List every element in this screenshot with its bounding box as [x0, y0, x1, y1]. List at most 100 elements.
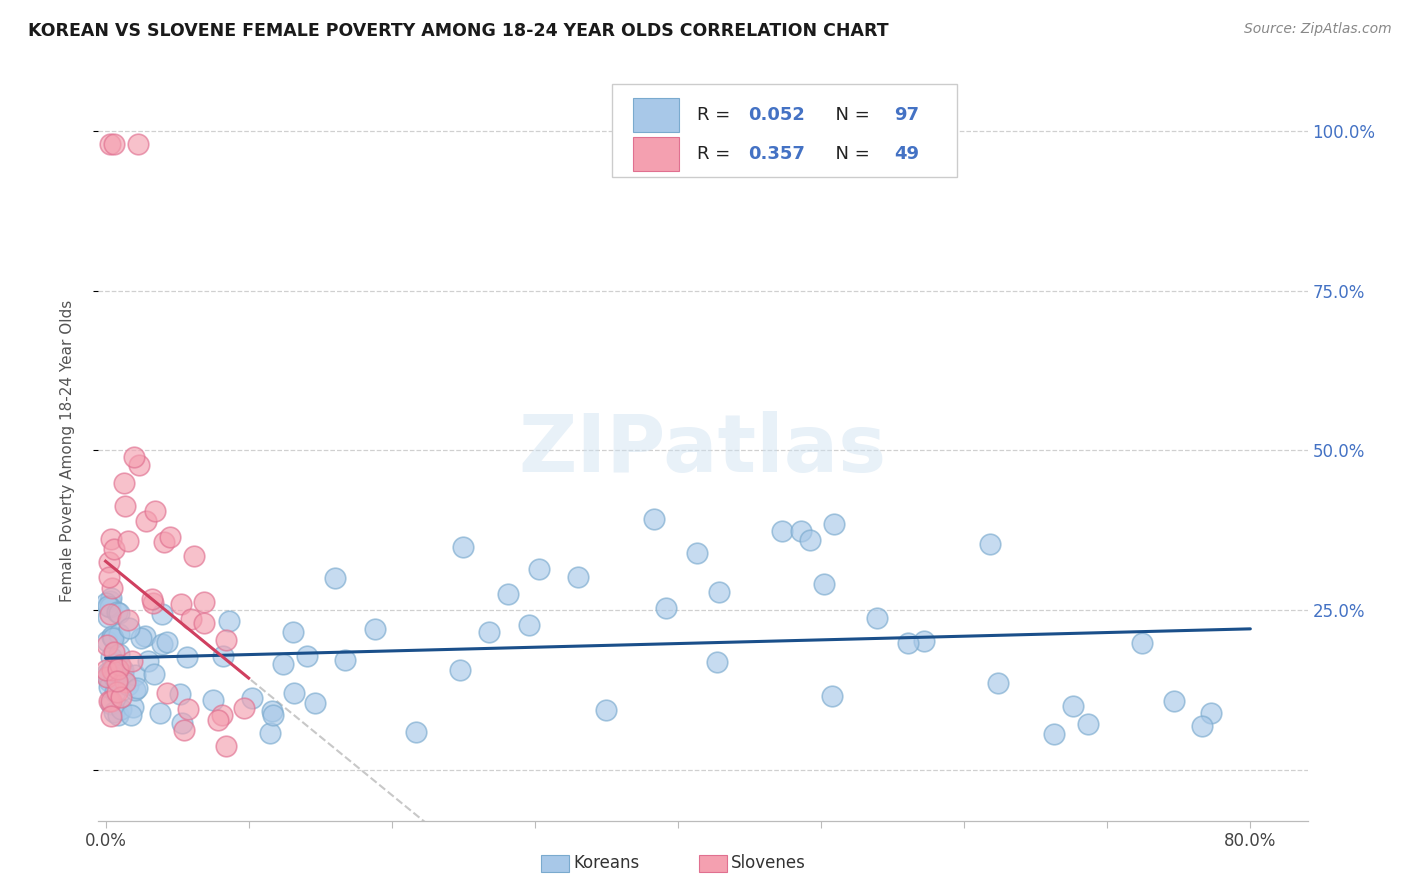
Point	[149, 706, 172, 721]
Point	[283, 686, 305, 700]
Point	[125, 681, 148, 696]
Point	[122, 450, 145, 464]
Point	[96, 634, 118, 648]
Point	[98, 607, 121, 621]
Point	[912, 634, 935, 648]
Y-axis label: Female Poverty Among 18-24 Year Olds: Female Poverty Among 18-24 Year Olds	[60, 300, 75, 601]
Point	[143, 503, 166, 517]
Point	[96, 670, 118, 684]
Text: Source: ZipAtlas.com: Source: ZipAtlas.com	[1244, 22, 1392, 37]
Point	[101, 663, 124, 677]
Point	[103, 137, 125, 152]
Point	[143, 667, 166, 681]
Point	[1077, 716, 1099, 731]
Text: R =: R =	[697, 145, 735, 163]
Point	[240, 690, 263, 705]
Point	[478, 625, 501, 640]
Point	[172, 716, 194, 731]
Point	[156, 686, 179, 700]
Point	[333, 653, 356, 667]
Point	[97, 599, 120, 614]
Point	[114, 675, 136, 690]
Point	[105, 685, 128, 699]
Point	[1062, 699, 1084, 714]
Point	[96, 665, 118, 680]
Text: N =: N =	[824, 106, 876, 124]
Point	[96, 638, 118, 652]
Point	[259, 726, 281, 740]
Point	[159, 531, 181, 545]
Point	[100, 533, 122, 547]
Text: 49: 49	[894, 145, 920, 163]
Point	[98, 137, 121, 152]
Point	[207, 714, 229, 728]
Point	[295, 648, 318, 663]
Point	[141, 592, 163, 607]
Point	[136, 654, 159, 668]
Point	[153, 534, 176, 549]
Point	[813, 577, 835, 591]
Point	[496, 587, 519, 601]
Point	[595, 703, 617, 717]
Point	[100, 591, 122, 605]
Point	[117, 613, 139, 627]
Point	[104, 684, 127, 698]
Point	[150, 637, 173, 651]
Text: R =: R =	[697, 106, 735, 124]
Point	[193, 595, 215, 609]
Point	[103, 645, 125, 659]
Point	[101, 630, 124, 644]
Point	[709, 584, 731, 599]
Point	[98, 674, 121, 689]
Point	[108, 627, 131, 641]
Point	[101, 581, 124, 595]
Point	[170, 597, 193, 611]
Point	[517, 617, 540, 632]
Point	[114, 500, 136, 514]
Point	[156, 635, 179, 649]
Point	[105, 605, 128, 619]
Point	[193, 615, 215, 630]
Point	[103, 659, 125, 673]
Point	[173, 723, 195, 738]
Point	[117, 534, 139, 549]
Point	[108, 606, 131, 620]
Point	[823, 516, 845, 531]
Point	[117, 678, 139, 692]
Point	[100, 694, 122, 708]
FancyBboxPatch shape	[613, 84, 957, 177]
Point	[685, 545, 707, 559]
Point	[364, 622, 387, 636]
Point	[118, 621, 141, 635]
Point	[103, 705, 125, 719]
Point	[97, 570, 120, 584]
Point	[323, 571, 346, 585]
Point	[124, 668, 146, 682]
Point	[211, 708, 233, 723]
Point	[124, 683, 146, 698]
Point	[127, 137, 149, 152]
Point	[110, 690, 132, 705]
Point	[103, 631, 125, 645]
Point	[135, 514, 157, 528]
Text: 0.357: 0.357	[748, 145, 804, 163]
Point	[1043, 727, 1066, 741]
Point	[233, 700, 256, 714]
Point	[169, 687, 191, 701]
Point	[979, 537, 1001, 551]
Point	[128, 458, 150, 473]
Text: 0.052: 0.052	[748, 106, 804, 124]
Point	[271, 657, 294, 672]
FancyBboxPatch shape	[633, 98, 679, 132]
Point	[97, 670, 120, 684]
Point	[100, 709, 122, 723]
Point	[100, 649, 122, 664]
Point	[304, 696, 326, 710]
Point	[215, 739, 238, 753]
Point	[214, 632, 236, 647]
Point	[112, 666, 135, 681]
Point	[150, 607, 173, 621]
Point	[100, 629, 122, 643]
Point	[218, 615, 240, 629]
Point	[281, 624, 304, 639]
